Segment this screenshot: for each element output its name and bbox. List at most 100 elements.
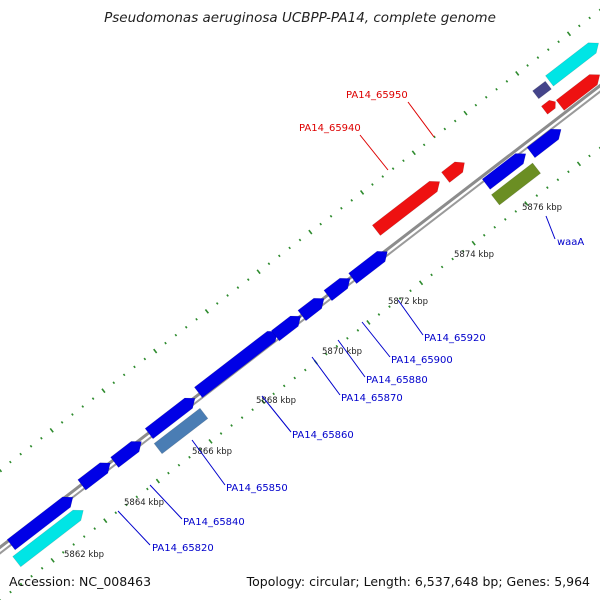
- cds-forward[interactable]: [323, 277, 351, 302]
- outer-tick-mark: [195, 317, 198, 321]
- outer-tick-mark: [474, 103, 478, 107]
- inner-tick-mark: [461, 249, 465, 253]
- outer-tick-mark: [246, 278, 250, 282]
- inner-tick-mark: [30, 574, 33, 578]
- rna-feature[interactable]: [545, 42, 599, 87]
- highlight-gene[interactable]: [153, 407, 209, 455]
- genome-summary-text: Topology: circular; Length: 6,537,648 bp…: [246, 574, 590, 589]
- accession-text: Accession: NC_008463: [9, 574, 152, 589]
- outer-tick-mark: [122, 373, 126, 377]
- outer-tick-mark: [29, 444, 33, 448]
- inner-tick-mark: [293, 376, 297, 380]
- ruler-tick-label: 5868 kbp: [256, 396, 296, 406]
- inner-tick-mark: [303, 368, 307, 372]
- inner-tick-mark: [325, 352, 328, 356]
- cds-forward[interactable]: [270, 315, 302, 342]
- outer-tick-mark: [411, 150, 416, 156]
- ruler-tick-label: 5870 kbp: [322, 347, 362, 357]
- gene-label-pa14-65870[interactable]: PA14_65870: [341, 393, 403, 404]
- gene-label-pa14-65820[interactable]: PA14_65820: [152, 543, 214, 554]
- outer-tick-mark: [484, 95, 488, 99]
- inner-tick-mark: [135, 495, 139, 499]
- gene-label-pa14-65860[interactable]: PA14_65860: [292, 430, 354, 441]
- gene-label-pa14-65920[interactable]: PA14_65920: [424, 333, 486, 344]
- gene-label-connector: [311, 356, 341, 396]
- inner-tick-mark: [219, 432, 223, 435]
- ruler-tick-label: 5864 kbp: [124, 498, 164, 508]
- genome-title: Pseudomonas aeruginosa UCBPP-PA14, compl…: [104, 10, 496, 26]
- outer-tick-mark: [174, 333, 178, 337]
- cds-reverse[interactable]: [441, 161, 465, 183]
- inner-tick-mark: [114, 511, 118, 515]
- outer-tick-mark: [557, 40, 560, 44]
- gene-label-pa14-65840[interactable]: PA14_65840: [183, 517, 245, 528]
- inner-tick-mark: [82, 535, 86, 538]
- outer-tick-mark: [143, 357, 147, 361]
- inner-tick-mark: [546, 186, 549, 190]
- inner-tick-mark: [556, 178, 560, 182]
- outer-tick-mark: [9, 460, 12, 464]
- cds-forward[interactable]: [481, 153, 527, 190]
- gene-label-pa14-65900[interactable]: PA14_65900: [391, 355, 453, 366]
- cds-forward[interactable]: [297, 297, 325, 322]
- gene-label-pa14-65950[interactable]: PA14_65950: [346, 90, 408, 101]
- gene-label-connector: [359, 134, 389, 171]
- outer-tick-mark: [505, 80, 509, 83]
- outer-tick-mark: [60, 421, 64, 424]
- gene-label-waaa[interactable]: waaA: [557, 237, 584, 248]
- cds-forward[interactable]: [6, 496, 74, 551]
- gene-label-pa14-65880[interactable]: PA14_65880: [366, 375, 428, 386]
- inner-tick-mark: [93, 527, 97, 530]
- inner-minor-ticks: [0, 146, 600, 600]
- ruler-tick-label: 5874 kbp: [454, 250, 494, 260]
- inner-tick-mark: [503, 218, 507, 221]
- cds-reverse-small[interactable]: [540, 99, 556, 115]
- inner-tick-mark: [240, 416, 244, 419]
- outer-tick-mark: [588, 16, 591, 20]
- inner-tick-mark: [588, 154, 591, 158]
- inner-tick-mark: [335, 344, 339, 348]
- inner-tick-mark: [366, 320, 371, 325]
- outer-tick-mark: [350, 198, 354, 202]
- highlight-gene-small[interactable]: [532, 80, 552, 100]
- inner-tick-mark: [377, 313, 381, 316]
- inner-tick-mark: [346, 336, 349, 340]
- outer-tick-mark: [204, 308, 210, 314]
- highlight-gene-waaA[interactable]: [490, 162, 542, 206]
- cds-forward[interactable]: [110, 441, 142, 468]
- inner-tick-mark: [282, 384, 286, 388]
- outer-tick-mark: [546, 48, 550, 52]
- outer-tick-mark: [402, 159, 405, 163]
- inner-tick-mark: [61, 551, 65, 554]
- inner-tick-mark: [356, 329, 360, 332]
- cds-forward[interactable]: [348, 250, 388, 285]
- outer-tick-mark: [267, 262, 271, 266]
- gene-label-connector: [117, 510, 151, 546]
- outer-tick-mark: [329, 214, 333, 218]
- ruler-tick-label: 5876 kbp: [522, 203, 562, 213]
- inner-tick-mark: [103, 518, 108, 524]
- inner-tick-mark: [72, 543, 75, 546]
- outer-tick-mark: [536, 56, 540, 59]
- cds-reverse[interactable]: [555, 74, 600, 111]
- cds-forward[interactable]: [144, 397, 196, 440]
- inner-tick-mark: [188, 455, 191, 459]
- inner-tick-mark: [146, 487, 149, 491]
- cds-forward[interactable]: [77, 462, 111, 491]
- cds-reverse[interactable]: [371, 180, 441, 236]
- rna-feature[interactable]: [12, 509, 84, 568]
- outer-tick-mark: [153, 348, 158, 354]
- gene-label-pa14-65850[interactable]: PA14_65850: [226, 483, 288, 494]
- cds-forward[interactable]: [193, 330, 278, 399]
- cds-forward[interactable]: [526, 128, 562, 159]
- outer-tick-mark: [184, 325, 188, 329]
- inner-tick-mark: [440, 265, 444, 269]
- outer-tick-mark: [0, 468, 3, 473]
- outer-tick-mark: [495, 87, 498, 91]
- outer-tick-mark: [236, 286, 240, 289]
- inner-tick-mark: [576, 161, 582, 167]
- outer-tick-mark: [112, 381, 116, 385]
- outer-tick-mark: [515, 71, 520, 76]
- outer-tick-mark: [91, 397, 95, 400]
- gene-label-pa14-65940[interactable]: PA14_65940: [299, 123, 361, 134]
